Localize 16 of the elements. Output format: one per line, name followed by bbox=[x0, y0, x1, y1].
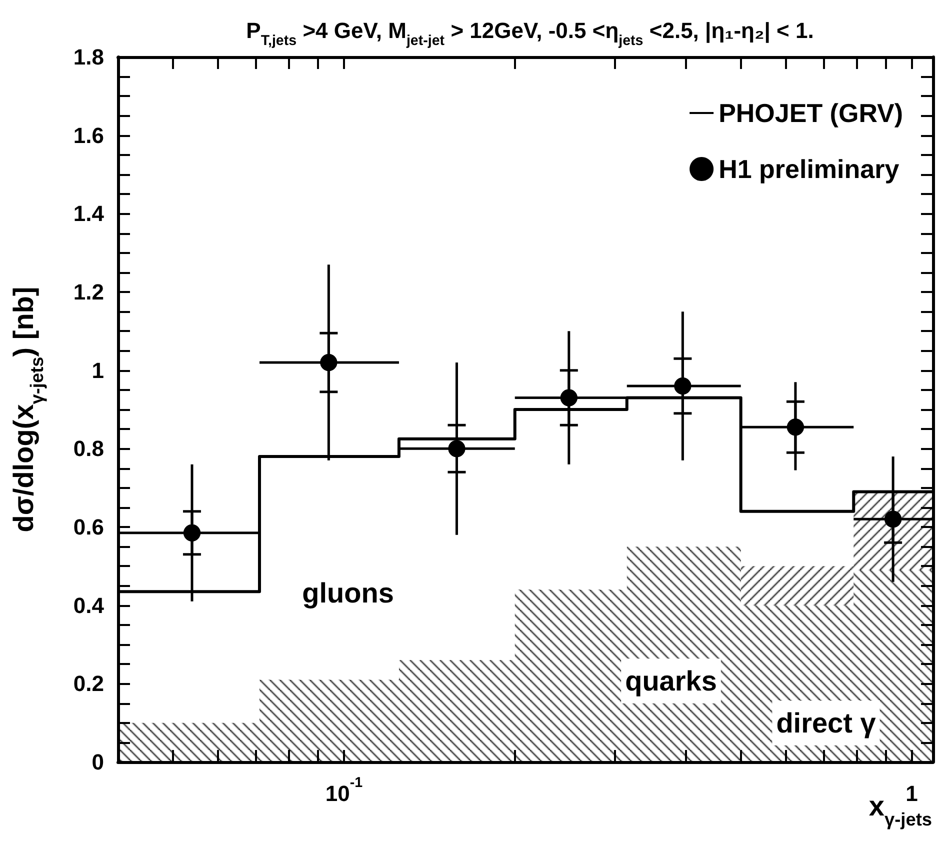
annotation: quarks bbox=[625, 666, 717, 696]
y-tick-label: 0 bbox=[92, 750, 104, 774]
y-tick-label: 0.4 bbox=[73, 592, 105, 618]
y-tick-label: 0.2 bbox=[73, 671, 104, 696]
y-tick-label: 1.6 bbox=[73, 122, 104, 148]
legend-label: H1 preliminary bbox=[718, 154, 900, 184]
y-tick-label: 1 bbox=[92, 358, 104, 383]
y-axis-title: dσ/dlog(xγ-jets) [nb] bbox=[8, 286, 47, 532]
y-tick-label: 0.6 bbox=[73, 514, 104, 540]
annotation: gluons bbox=[302, 578, 394, 608]
y-tick-label: 1.8 bbox=[73, 44, 104, 70]
legend-label: PHOJET (GRV) bbox=[718, 98, 903, 128]
y-tick-label: 0.8 bbox=[73, 436, 104, 462]
annotation: direct γ bbox=[776, 708, 876, 738]
y-tick-label: 1.4 bbox=[73, 201, 105, 226]
y-tick-label: 1.2 bbox=[73, 280, 104, 304]
